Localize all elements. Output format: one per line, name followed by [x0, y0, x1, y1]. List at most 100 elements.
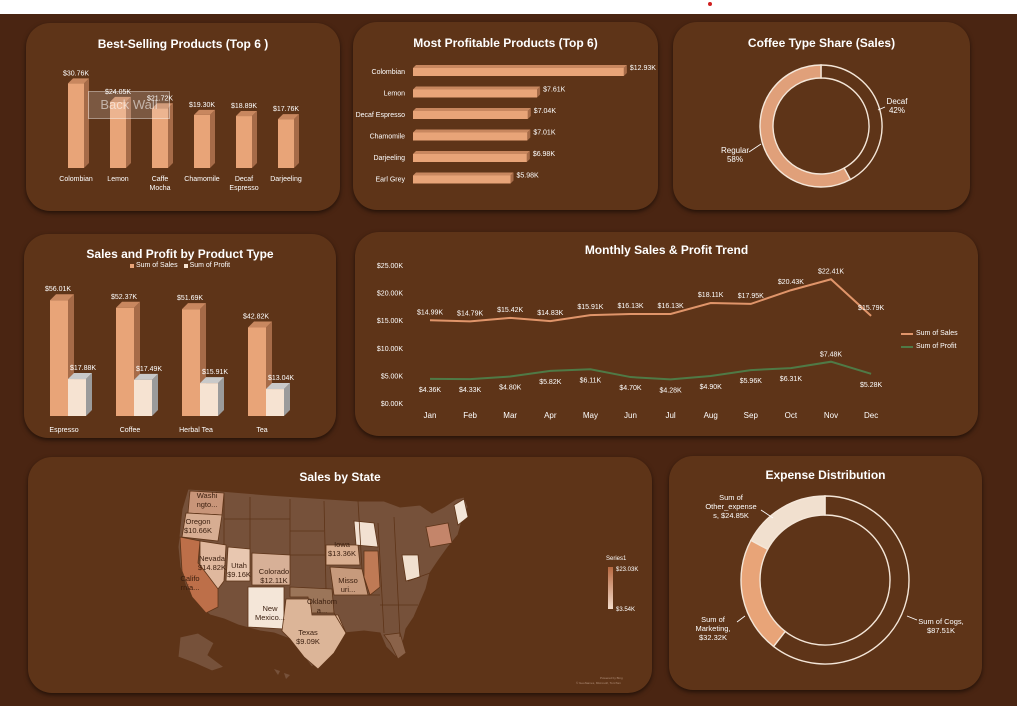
- monthly-profit-label-9: $6.31K: [780, 376, 803, 383]
- monthly-ytick-0: $0.00K: [381, 401, 404, 408]
- monthly-panel: Monthly Sales & Profit Trend $0.00K $5.00…: [355, 232, 978, 436]
- monthly-sales-label-1: $14.79K: [457, 310, 483, 317]
- monthly-xtick-1: Feb: [463, 411, 477, 420]
- state-texas: [281, 598, 347, 670]
- coffee-leader-decaf: [877, 106, 886, 111]
- map-credit-1: Powered by Bing: [600, 676, 623, 680]
- type-category-label-3: Tea: [256, 427, 267, 434]
- map-state-label-1: $10.66K: [184, 526, 212, 535]
- expense-leader-marketing: [736, 615, 746, 623]
- map-legend-scale: [608, 567, 613, 609]
- best-category-label-2: Mocha: [149, 185, 170, 192]
- type-profit-bar-2: [200, 383, 218, 416]
- monthly-profit-label-1: $4.33K: [459, 387, 482, 394]
- best-bar-2-top: [152, 103, 173, 109]
- map-state-label-8: New: [262, 604, 278, 613]
- best-bar-4-side: [252, 111, 257, 168]
- monthly-profit-label-3: $5.82K: [539, 379, 562, 386]
- map-state-label-5: $13.36K: [328, 549, 356, 558]
- profit-category-label-4: Darjeeling: [373, 155, 405, 162]
- coffee-label-decaf-name: Decaf: [887, 97, 909, 106]
- map-state-label-5: Iowa: [334, 540, 351, 549]
- best-bar-2-side: [168, 103, 173, 168]
- map-state-label-0: Washi: [197, 491, 218, 500]
- type-profit-bar-3-top: [266, 383, 290, 390]
- type-sales-label-1: $52.37K: [111, 294, 137, 301]
- state-california: [179, 536, 219, 614]
- product-type-title: Sales and Profit by Product Type: [86, 247, 274, 261]
- profit-category-label-3: Chamomile: [370, 134, 406, 141]
- monthly-sales-label-6: $16.13K: [658, 303, 684, 310]
- monthly-title: Monthly Sales & Profit Trend: [584, 243, 749, 257]
- expense-leader-other: [760, 509, 774, 519]
- map-state-label-4: Colorado: [259, 567, 289, 576]
- legend-sales-line: [901, 332, 913, 335]
- map-state-label-2: Nevada: [199, 554, 226, 563]
- profit-bar-1-side: [537, 86, 541, 98]
- expense-label-0: $87.51K: [927, 626, 955, 635]
- profit-value-label-1: $7.61K: [543, 87, 566, 94]
- profit-value-label-3: $7.01K: [533, 130, 556, 137]
- type-sales-bar-0-top: [50, 294, 74, 301]
- best-bar-5-side: [294, 114, 299, 168]
- profit-bar-4-side: [526, 151, 530, 162]
- monthly-profit-label-7: $4.90K: [700, 384, 723, 391]
- type-profit-bar-3-side: [284, 383, 290, 416]
- best-bar-1-side: [126, 96, 131, 168]
- type-sales-label-0: $56.01K: [45, 286, 71, 293]
- legend-profit-line: [901, 345, 913, 348]
- legend-profit-label: Sum of Profit: [189, 262, 231, 269]
- expense-label-2: s, $24.85K: [713, 511, 749, 520]
- state-new-england: [453, 498, 469, 526]
- monthly-sales-label-3: $14.83K: [537, 310, 563, 317]
- best-selling-panel: Best-Selling Products (Top 6 ) $30.76K Co…: [26, 23, 340, 211]
- expense-label-0: Sum of Cogs,: [918, 617, 963, 626]
- type-sales-bar-3: [248, 327, 266, 416]
- state-illinois: [363, 550, 381, 596]
- profit-category-label-5: Earl Grey: [375, 177, 405, 184]
- monthly-legend-profit: Sum of Profit: [901, 343, 956, 350]
- profit-bar-1: [413, 89, 538, 98]
- state-utah: [225, 546, 251, 582]
- monthly-profit-label-6: $4.28K: [660, 387, 683, 394]
- profit-bar-2-top: [413, 108, 531, 111]
- type-profit-bar-1: [134, 379, 152, 416]
- monthly-xtick-11: Dec: [864, 411, 878, 420]
- coffee-label-regular-name: Regular: [721, 146, 749, 155]
- profit-bar-3-top: [413, 129, 531, 133]
- type-profit-label-3: $13.04K: [268, 375, 294, 382]
- monthly-sales-label-8: $17.95K: [738, 293, 764, 300]
- profit-bar-3-side: [527, 129, 531, 141]
- best-bar-5: [278, 119, 294, 168]
- best-value-label-4: $18.89K: [231, 103, 257, 110]
- best-category-label-0: Colombian: [59, 176, 93, 183]
- most-profitable-title: Most Profitable Products (Top 6): [413, 36, 598, 50]
- top-strip: [0, 0, 1017, 14]
- profit-bar-4: [413, 154, 527, 162]
- monthly-profit-label-10: $7.48K: [820, 352, 843, 359]
- type-category-label-1: Coffee: [120, 427, 141, 434]
- monthly-sales-label-10: $22.41K: [818, 268, 844, 275]
- best-category-label-1: Lemon: [107, 176, 129, 183]
- state-nevada: [199, 540, 227, 590]
- monthly-xtick-8: Sep: [744, 411, 759, 420]
- profit-value-label-4: $6.98K: [533, 151, 556, 158]
- best-bar-3-side: [210, 109, 215, 168]
- type-profit-label-0: $17.88K: [70, 365, 96, 372]
- best-selling-title: Best-Selling Products (Top 6 ): [97, 37, 269, 51]
- expense-panel: Expense Distribution Sum of Cogs, $87.51K…: [669, 456, 982, 690]
- type-sales-bar-2: [182, 309, 200, 416]
- monthly-xtick-7: Aug: [704, 411, 718, 420]
- monthly-xtick-3: Apr: [544, 411, 557, 420]
- most-profitable-panel: Most Profitable Products (Top 6) Colombi…: [353, 22, 658, 210]
- profit-bar-2: [413, 111, 528, 119]
- expense-slice-2: [749, 495, 826, 551]
- monthly-chart: $0.00K $5.00K $10.00K $15.00K $20.00K $25.00K…: [377, 263, 885, 420]
- type-sales-bar-3-top: [248, 321, 272, 328]
- monthly-xtick-4: May: [583, 411, 598, 420]
- best-category-label-2: Caffe: [152, 176, 169, 183]
- profit-bar-0-side: [623, 65, 627, 76]
- map-state-label-7: rnia...: [181, 583, 200, 592]
- expense-label-1: Marketing,: [695, 624, 730, 633]
- map-state-label-0: ngto...: [197, 500, 218, 509]
